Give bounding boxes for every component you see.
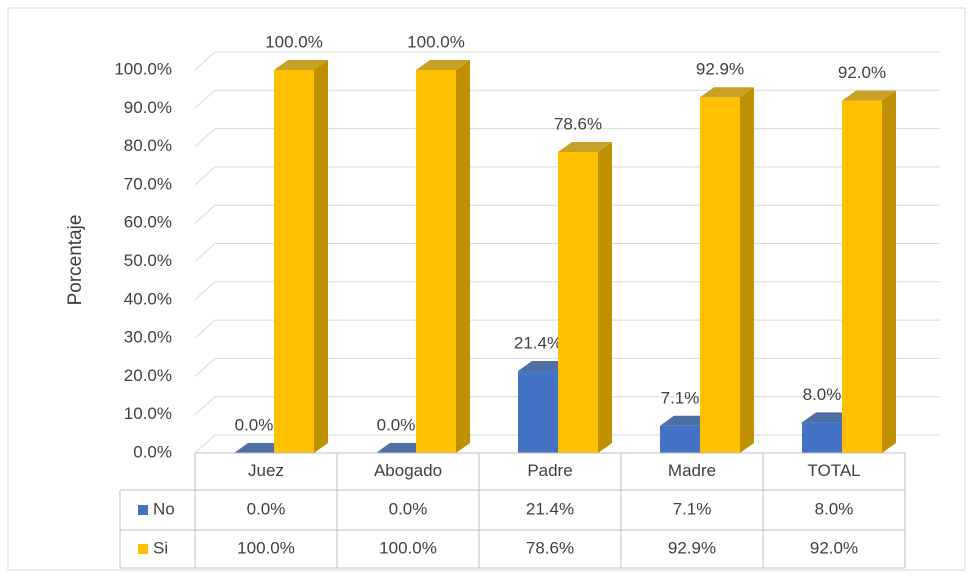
- bar-top: [700, 87, 754, 98]
- bar-top: [274, 60, 328, 70]
- bar-side: [740, 87, 754, 454]
- grid-line: [194, 357, 940, 377]
- table-cell: 92.0%: [810, 538, 858, 557]
- y-tick-label: 100.0%: [114, 59, 172, 78]
- y-tick-label: 30.0%: [124, 328, 172, 347]
- bar-top: [558, 141, 612, 152]
- grid-line: [194, 243, 940, 262]
- value-label: 78.6%: [554, 114, 602, 133]
- grid-line: [194, 128, 940, 147]
- value-label: 100.0%: [265, 32, 323, 51]
- bar-side: [456, 60, 470, 453]
- legend-label: Si: [153, 538, 168, 557]
- y-tick-label: 10.0%: [124, 404, 172, 423]
- value-label: 8.0%: [803, 385, 842, 404]
- value-label: 0.0%: [377, 415, 416, 434]
- table-cell: 0.0%: [389, 499, 428, 518]
- legend-swatch: [138, 544, 148, 554]
- chart-border: [7, 7, 966, 571]
- bar-side: [598, 141, 612, 453]
- y-tick-label: 80.0%: [124, 136, 172, 155]
- y-tick-label: 20.0%: [124, 366, 172, 385]
- bar: [660, 425, 700, 453]
- bar-top: [416, 60, 470, 70]
- table-cell: 21.4%: [526, 499, 574, 518]
- y-tick-label: 50.0%: [124, 251, 172, 270]
- value-label: 92.0%: [838, 63, 886, 82]
- x-tick-label: TOTAL: [807, 461, 860, 480]
- legend-label: No: [153, 499, 175, 518]
- grid-line: [194, 204, 940, 224]
- value-label: 100.0%: [407, 32, 465, 51]
- table-cell: 7.1%: [673, 499, 712, 518]
- table-cell: 8.0%: [815, 499, 854, 518]
- bar: [518, 371, 558, 453]
- grid-line: [194, 166, 940, 186]
- table-cell: 92.9%: [668, 538, 716, 557]
- y-tick-label: 0.0%: [133, 442, 172, 461]
- y-axis-label: Porcentaje: [65, 215, 86, 306]
- value-label: 92.9%: [696, 60, 744, 79]
- x-tick-label: Abogado: [374, 461, 442, 480]
- bar: [842, 100, 882, 453]
- table-cell: 100.0%: [379, 538, 437, 557]
- bar-side: [882, 90, 896, 453]
- legend-swatch: [138, 505, 148, 515]
- y-tick-label: 60.0%: [124, 213, 172, 232]
- value-label: 7.1%: [661, 388, 700, 407]
- bar: [416, 70, 456, 453]
- grid-line: [194, 281, 940, 301]
- y-tick-label: 40.0%: [124, 289, 172, 308]
- grid-line: [194, 89, 940, 109]
- bar: [700, 97, 740, 454]
- grid-line: [194, 51, 940, 71]
- y-tick-label: 90.0%: [124, 98, 172, 117]
- grid-line: [194, 319, 940, 339]
- bar: [802, 422, 842, 453]
- bar-side: [314, 60, 328, 453]
- table-cell: 78.6%: [526, 538, 574, 557]
- bar: [558, 151, 598, 453]
- x-tick-label: Juez: [248, 461, 284, 480]
- x-tick-label: Padre: [527, 461, 572, 480]
- value-label: 21.4%: [514, 334, 562, 353]
- table-cell: 0.0%: [247, 499, 286, 518]
- grid-line: [194, 396, 940, 416]
- table-cell: 100.0%: [237, 538, 295, 557]
- bar-top: [842, 90, 896, 101]
- y-tick-label: 70.0%: [124, 174, 172, 193]
- value-label: 0.0%: [235, 415, 274, 434]
- bar: [274, 70, 314, 453]
- x-tick-label: Madre: [668, 461, 716, 480]
